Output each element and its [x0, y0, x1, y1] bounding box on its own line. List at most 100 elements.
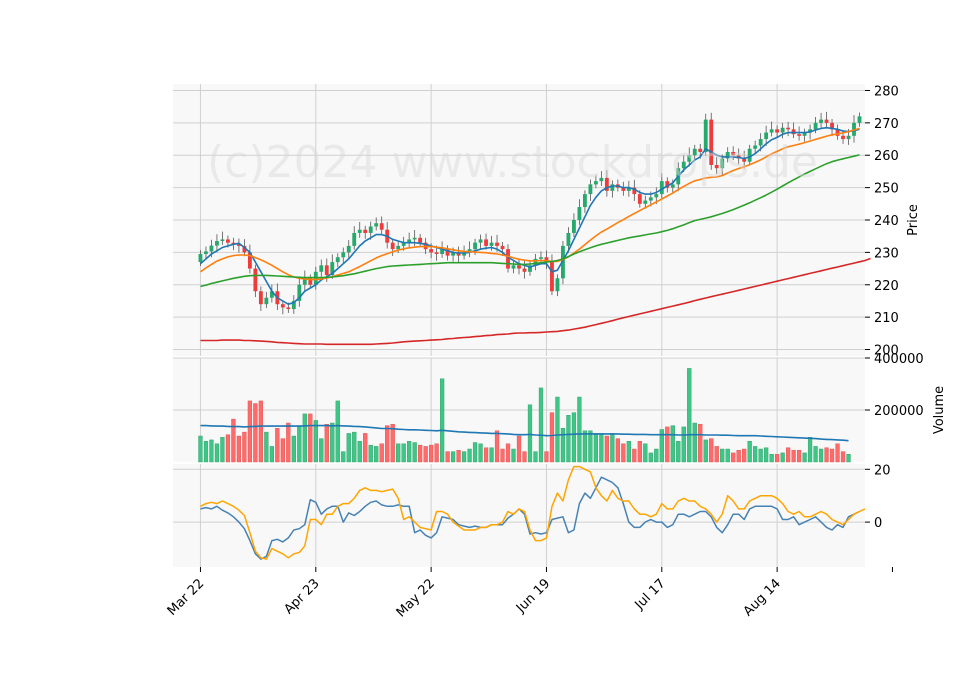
price-panel: 200 210 220 230 240 250 260 270 280 Price [173, 84, 921, 359]
candle-body [643, 200, 648, 204]
candle-body [368, 226, 373, 233]
volume-bar [445, 451, 450, 463]
volume-bar [379, 443, 384, 463]
candle-body [824, 119, 829, 123]
volume-bar [319, 438, 324, 463]
candle-body [588, 184, 593, 195]
price-ytick-label: 280 [874, 84, 899, 99]
candle-body [517, 265, 521, 269]
volume-bar [483, 447, 489, 463]
volume-bar [549, 412, 555, 463]
candle-body [335, 257, 340, 263]
volume-bar [571, 412, 577, 463]
volume-bar [796, 450, 802, 463]
volume-bar [434, 443, 439, 463]
oscillator-panel: 0 20 [173, 463, 891, 567]
candle-body [857, 116, 862, 123]
price-ytick-label: 230 [874, 246, 899, 261]
candle-body [731, 152, 736, 156]
volume-bar [313, 420, 318, 463]
volume-bar [780, 452, 785, 463]
volume-bar [461, 451, 467, 463]
price-ytick-label: 270 [874, 117, 899, 132]
ma_mid-line [200, 127, 860, 281]
volume-bar [824, 447, 829, 463]
price-ytick-label: 240 [874, 214, 899, 229]
volume-bar [286, 422, 291, 463]
volume-bar [231, 418, 236, 463]
volume-bar [253, 403, 258, 463]
volume-bar [357, 441, 362, 463]
candle-body [808, 129, 813, 133]
volume-bar [396, 443, 401, 463]
volume-bar [648, 452, 653, 463]
candle-body [407, 239, 412, 243]
candle-body [225, 239, 230, 243]
volume-bar [720, 448, 725, 463]
candle-body [445, 249, 450, 256]
x-tick-label: Jul 17 [632, 576, 669, 613]
volume-bar [555, 396, 560, 463]
volume-bar [560, 428, 566, 463]
candle-body [440, 249, 445, 254]
price-ytick-label: 220 [874, 279, 899, 294]
volume-bar [346, 433, 351, 463]
candle-body [390, 242, 395, 250]
volume-bar [687, 368, 692, 463]
volume-bar [247, 400, 253, 463]
candle-body [495, 242, 499, 246]
candle-body [467, 249, 472, 253]
volume-bar [242, 431, 247, 463]
candle-body [830, 122, 834, 130]
volume-bar [308, 413, 313, 463]
volume-bar [709, 438, 714, 463]
volume-bar [791, 450, 796, 463]
volume-bar [511, 448, 516, 463]
candle-body [775, 129, 780, 133]
volume-bar [198, 435, 203, 463]
candle-body [604, 177, 609, 191]
candle-body [720, 158, 725, 169]
x-tick-label: Apr 23 [281, 576, 322, 617]
candle-body [484, 239, 488, 246]
candle-body [231, 242, 236, 245]
volume-bar [418, 444, 423, 463]
candle-body [412, 237, 417, 240]
candle-body [346, 245, 351, 253]
volume-bar [385, 425, 390, 463]
volume-bar [209, 439, 214, 463]
volume-bar [368, 444, 373, 463]
ma_slow-line [200, 154, 860, 288]
volume-bar [593, 433, 599, 463]
candle-body [220, 239, 225, 242]
candle-body [791, 129, 796, 135]
volume-bar [330, 422, 335, 463]
volume-bar [220, 437, 225, 463]
candle-body [258, 291, 263, 305]
volume-ytick-label: 400000 [874, 352, 924, 367]
candle-body [550, 262, 554, 292]
volume-bar [632, 448, 637, 463]
volume-bar [676, 441, 681, 463]
volume-bar [835, 443, 840, 463]
candle-body [802, 132, 807, 136]
volume-bar [747, 441, 752, 463]
volume-panel: 200000 400000 Volume [173, 352, 947, 463]
volume-bar [807, 437, 813, 463]
candle-body [841, 135, 845, 140]
candle-body [692, 148, 697, 156]
oscillator-line-2 [200, 465, 866, 560]
candle-body [786, 127, 791, 130]
volume-bar [621, 443, 626, 463]
volume-bar [698, 424, 703, 463]
candle-body [566, 232, 571, 246]
volume-bar [588, 430, 593, 463]
volume-bar [352, 431, 357, 463]
volume-bar [275, 428, 280, 463]
volume-bar [258, 400, 263, 463]
candle-body [687, 155, 692, 162]
volume-bar [297, 425, 302, 463]
candle-body [533, 258, 538, 266]
candle-body [418, 237, 423, 243]
volume-bar [291, 435, 296, 463]
